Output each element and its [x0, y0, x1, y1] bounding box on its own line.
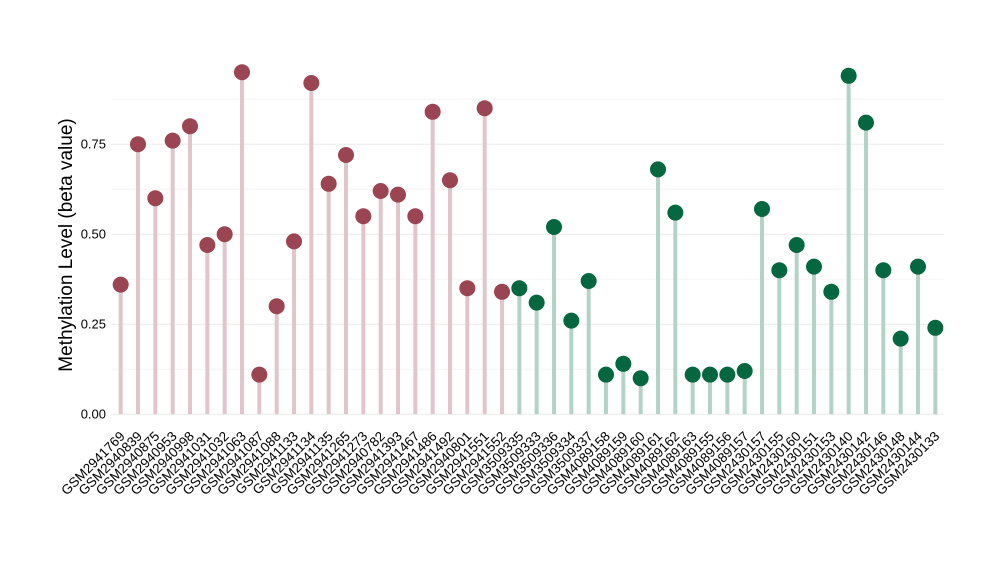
lollipop-point	[823, 283, 840, 300]
lollipop-point	[251, 366, 268, 383]
lollipop-point	[216, 226, 233, 243]
lollipop-point	[840, 67, 857, 84]
lollipop-point	[112, 276, 129, 293]
lollipop-point	[494, 283, 510, 300]
lollipop-point	[476, 100, 493, 117]
lollipop-point	[632, 370, 649, 387]
lollipop-point	[182, 118, 198, 135]
x-tick-labels: GSM2941769GSM2940839GSM2940875GSM2940953…	[58, 428, 942, 498]
gridlines	[112, 98, 944, 415]
lollipop-point	[615, 355, 632, 372]
lollipop-point	[320, 175, 337, 192]
lollipop-point	[355, 208, 372, 225]
y-tick-label: 0.50	[81, 227, 106, 242]
lollipop-point	[164, 132, 181, 149]
lollipop-point	[598, 366, 614, 383]
lollipop-point	[650, 161, 666, 178]
lollipop-point	[771, 262, 788, 279]
lollipop-point	[927, 319, 944, 336]
stems	[118, 72, 938, 415]
lollipop-point	[286, 233, 302, 250]
points	[112, 64, 944, 387]
lollipop-point	[910, 258, 926, 275]
lollipop-point	[199, 237, 216, 253]
lollipop-point	[511, 280, 528, 297]
lollipop-point	[788, 237, 805, 253]
y-tick-label: 0.25	[81, 317, 106, 332]
y-axis-title: Methylation Level (beta value)	[56, 118, 77, 371]
y-tick-label: 0.75	[81, 137, 106, 152]
lollipop-point	[130, 136, 146, 153]
y-tick-label: 0.00	[81, 407, 106, 422]
lollipop-point	[459, 280, 476, 297]
lollipop-point	[303, 75, 320, 91]
lollipop-point	[424, 103, 441, 120]
lollipop-point	[719, 366, 736, 383]
lollipop-point	[892, 330, 909, 347]
lollipop-point	[858, 114, 874, 131]
lollipop-point	[338, 147, 354, 163]
lollipop-point	[268, 298, 285, 315]
lollipop-point	[667, 204, 684, 221]
lollipop-point	[754, 201, 770, 217]
lollipop-point	[442, 172, 458, 189]
lollipop-point	[372, 183, 389, 199]
lollipop-point	[875, 262, 892, 279]
lollipop-point	[563, 312, 580, 329]
lollipop-point	[234, 64, 250, 81]
lollipop-point	[806, 258, 822, 275]
lollipop-point	[736, 363, 753, 379]
lollipop-point	[546, 219, 562, 235]
y-tick-labels: 0.00 0.25 0.50 0.75	[81, 137, 106, 422]
lollipop-point	[702, 366, 718, 383]
lollipop-point	[407, 208, 424, 225]
lollipop-point	[528, 294, 545, 311]
lollipop-point	[390, 186, 406, 203]
lollipop-point	[684, 366, 701, 383]
lollipop-point	[147, 190, 164, 207]
lollipop-point	[580, 273, 597, 289]
